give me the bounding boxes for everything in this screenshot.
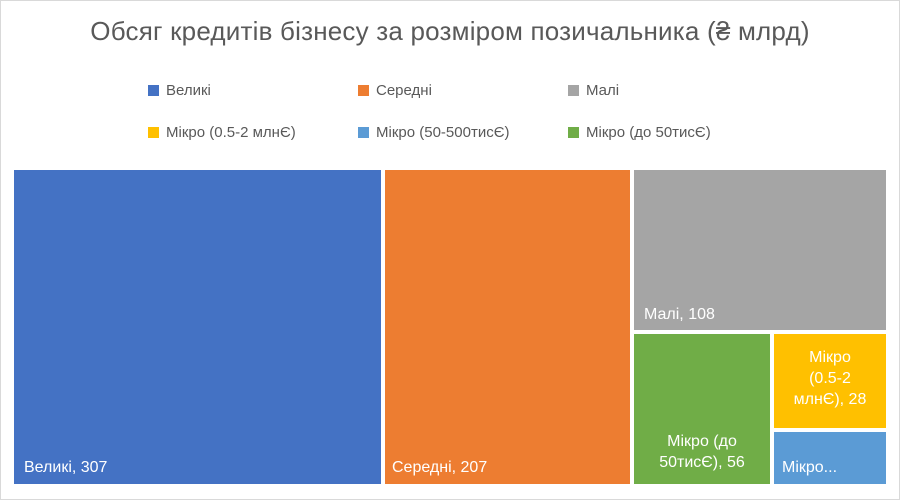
- treemap-segment-1: [14, 170, 381, 484]
- legend-label-mikro-50-500: Мікро (50-500тисЄ): [376, 123, 510, 141]
- treemap-label-segment-4: Мікро (до 50тисЄ), 56: [659, 433, 745, 471]
- treemap-label-segment-6: Мікро...: [782, 459, 837, 476]
- treemap-segment-4: [634, 334, 770, 484]
- legend-swatch-mikro-50-500: [358, 126, 369, 138]
- treemap-segment-5: [774, 334, 886, 428]
- legend-label-mikro-05-2: Мікро (0.5-2 млнЄ): [166, 123, 296, 141]
- treemap-label-segment-2: Середні, 207: [392, 459, 487, 476]
- legend-item-mikro-05-2: Мікро (0.5-2 млнЄ): [148, 122, 296, 142]
- legend-swatch-seredni: [358, 84, 369, 96]
- legend-item-velyki: Великі: [148, 80, 211, 100]
- legend-label-mali: Малі: [586, 81, 620, 99]
- legend-swatch-mikro-05-2: [148, 126, 159, 138]
- legend-label-velyki: Великі: [166, 81, 211, 99]
- legend-item-mikro-do-50: Мікро (до 50тисЄ): [568, 122, 711, 142]
- treemap-segment-2: [385, 170, 630, 484]
- legend-label-mikro-do-50: Мікро (до 50тисЄ): [586, 123, 711, 141]
- treemap-label-segment-1: Великі, 307: [24, 459, 108, 476]
- treemap-label-segment-3: Малі, 108: [644, 306, 715, 323]
- chart-title: Обсяг кредитів бізнесу за розміром позич…: [90, 16, 810, 46]
- legend-item-seredni: Середні: [358, 80, 432, 100]
- legend-label-seredni: Середні: [376, 81, 432, 99]
- legend-swatch-mikro-do-50: [568, 126, 579, 138]
- treemap-label-segment-5: Мікро (0.5-2 млнЄ), 28: [794, 349, 867, 408]
- legend-swatch-mali: [568, 84, 579, 96]
- treemap-segment-3: [634, 170, 886, 330]
- legend-item-mikro-50-500: Мікро (50-500тисЄ): [358, 122, 509, 142]
- legend-item-mali: Малі: [568, 80, 619, 100]
- legend-swatch-velyki: [148, 84, 159, 96]
- treemap-segment-6: [774, 432, 886, 484]
